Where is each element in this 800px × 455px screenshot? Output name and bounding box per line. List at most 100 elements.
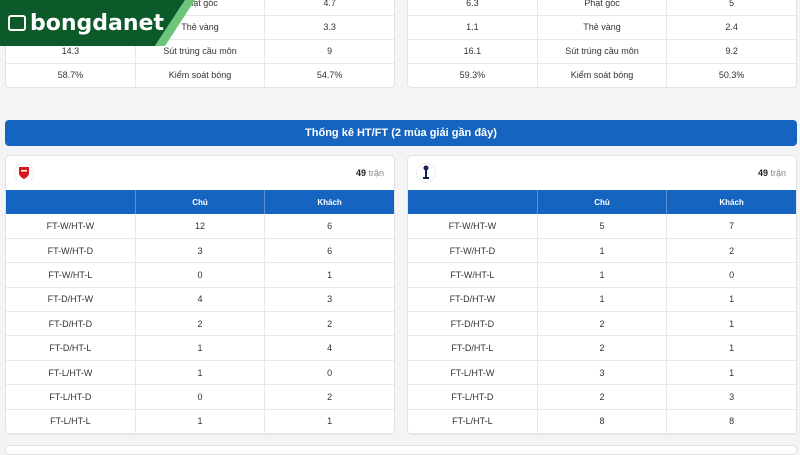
table-cell: 6 [264,214,394,239]
column-header: Khách [666,190,796,214]
table-cell: FT-L/HT-D [408,384,538,410]
table-cell: 8 [537,409,668,435]
table-cell: 0 [135,262,266,288]
table-cell: FT-D/HT-L [6,335,136,361]
match-count-unit: trận [368,168,384,178]
table-row: FT-W/HT-W 5 7 [408,214,796,239]
stat-row: 59.3% Kiểm soát bóng 50.3% [408,63,796,87]
table-cell: 2 [537,335,668,361]
table-row: FT-W/HT-D 3 6 [6,238,394,264]
table-cell: 1 [135,360,266,386]
htft-card-away: 49 trận Chủ Khách FT-W/HT-W 5 7 FT-W/HT-D 1 2 FT… [407,155,797,436]
match-count: 49 [355,168,366,178]
table-cell: FT-W/HT-D [6,238,136,264]
table-cell: FT-W/HT-L [6,262,136,288]
table-cell: 4 [135,287,266,313]
table-cell: 12 [135,214,266,239]
table-cell: FT-W/HT-W [408,214,538,239]
logo-text: bongdanet [30,10,164,36]
table-cell: 1 [135,409,266,435]
table-cell: 1 [666,287,796,313]
match-count: 49 [757,168,768,178]
stats-table-right: 6.3 Phạt góc 5 1.1 Thẻ vàng 2.4 16.1 Sút trúng … [407,0,797,88]
table-cell: 1 [264,262,394,288]
table-cell: FT-D/HT-L [408,335,538,361]
table-row: FT-L/HT-W 3 1 [408,360,796,386]
column-header: Chủ [135,190,266,214]
table-cell: Phạt góc [537,0,668,16]
table-row: FT-D/HT-W 1 1 [408,287,796,313]
table-cell: 2 [666,238,796,264]
section-title: Thống kê HT/FT (2 mùa giải gần đây) [305,127,497,139]
table-row: FT-L/HT-D 0 2 [6,384,394,410]
table-cell: FT-D/HT-W [408,287,538,313]
table-cell: 1 [666,335,796,361]
table-row: FT-W/HT-L 1 0 [408,262,796,288]
table-cell: 5 [537,214,668,239]
table-cell: 4.7 [264,0,394,16]
table-cell: 58.7% [6,63,136,87]
table-cell: FT-D/HT-D [6,311,136,337]
table-row: FT-D/HT-L 1 4 [6,335,394,361]
table-row: FT-L/HT-L 8 8 [408,409,796,435]
section-banner: Thống kê HT/FT (2 mùa giải gần đây) [5,120,797,146]
table-cell: 0 [264,360,394,386]
table-cell: 7 [666,214,796,239]
table-cell: FT-L/HT-W [6,360,136,386]
table-cell: FT-L/HT-L [6,409,136,435]
table-cell: FT-D/HT-D [408,311,538,337]
table-cell: Kiểm soát bóng [537,63,668,87]
match-count-unit: trận [770,168,786,178]
table-cell: 2 [135,311,266,337]
table-cell: 3 [135,238,266,264]
htft-card-home: 49 trận Chủ Khách FT-W/HT-W 12 6 FT-W/HT-D 3 6 F… [5,155,395,436]
table-cell: Thẻ vàng [537,15,668,40]
table-cell: 0 [666,262,796,288]
table-cell: 16.1 [408,39,538,64]
table-cell: FT-W/HT-D [408,238,538,264]
table-cell: 5 [666,0,796,16]
table-cell: 59.3% [408,63,538,87]
table-cell: 4 [264,335,394,361]
table-cell: 1 [666,311,796,337]
table-row: FT-D/HT-W 4 3 [6,287,394,313]
table-cell: Sút trúng cầu môn [537,39,668,64]
column-header: Khách [264,190,394,214]
table-header-row: Chủ Khách [6,190,394,214]
table-cell: 9 [264,39,394,64]
table-cell: 1.1 [408,15,538,40]
table-cell: 2 [264,311,394,337]
table-cell: 50.3% [718,70,745,81]
table-row: FT-W/HT-D 1 2 [408,238,796,264]
bongdanet-logo[interactable]: bongdanet [0,0,185,46]
table-row: FT-D/HT-D 2 2 [6,311,394,337]
table-cell: 8 [666,409,796,435]
column-header: Chủ [537,190,668,214]
table-cell: FT-L/HT-D [6,384,136,410]
next-section [5,445,797,455]
table-cell: 3 [264,287,394,313]
table-cell: 1 [666,360,796,386]
table-cell: 2 [537,311,668,337]
table-cell: 9.2 [666,39,796,64]
stat-row: 1.1 Thẻ vàng 2.4 [408,15,796,40]
table-row: FT-L/HT-D 2 3 [408,384,796,410]
table-cell: 3.3 [264,15,394,40]
table-cell: FT-W/HT-L [408,262,538,288]
table-cell: 0 [135,384,266,410]
table-cell: 3 [537,360,668,386]
table-cell: 1 [264,409,394,435]
table-row: FT-L/HT-W 1 0 [6,360,394,386]
table-cell: FT-L/HT-W [408,360,538,386]
table-cell: 54.7% [316,70,343,81]
table-header-row: Chủ Khách [408,190,796,214]
tottenham-crest-icon [416,163,436,183]
table-cell: 1 [537,238,668,264]
table-cell: 6.3 [408,0,538,16]
stat-row: 16.1 Sút trúng cầu môn 9.2 [408,39,796,64]
table-row: FT-D/HT-D 2 1 [408,311,796,337]
column-header [6,190,136,214]
arsenal-crest-icon [14,163,34,183]
table-row: FT-D/HT-L 2 1 [408,335,796,361]
table-cell: 1 [135,335,266,361]
